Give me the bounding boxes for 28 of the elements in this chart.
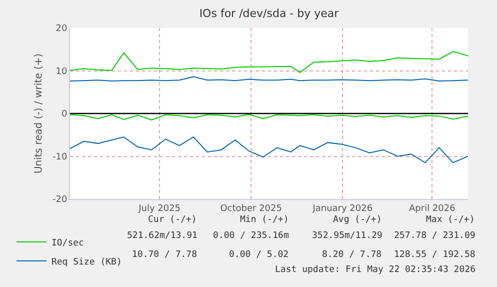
y-tick-label: -10 <box>52 152 68 162</box>
y-tick-label: 20 <box>56 24 68 34</box>
y-tick-label: -20 <box>52 195 68 206</box>
text: 521.62m/13.91 <box>127 231 198 241</box>
text: 0.00 / 5.02 <box>229 250 289 260</box>
line-series <box>70 51 468 73</box>
text: Max (-/+) <box>426 215 475 225</box>
legend-label: IO/sec <box>51 238 84 248</box>
text: 0.00 / 235.16m <box>213 231 289 241</box>
line-series <box>70 136 468 164</box>
text: 352.95m/11.29 <box>312 231 382 241</box>
text: 10.70 / 7.78 <box>132 250 198 260</box>
x-tick-label: April 2026 <box>409 204 456 214</box>
text: Avg (-/+) <box>333 215 382 225</box>
text: Min (-/+) <box>240 215 289 225</box>
text: 8.20 / 7.78 <box>322 250 382 260</box>
x-tick-label: January 2026 <box>312 204 373 214</box>
y-axis-title: Units read (-) / write (+) <box>33 53 44 174</box>
text: 128.55 / 192.58 <box>394 250 476 260</box>
x-tick-label: October 2025 <box>220 204 282 214</box>
text: Last update: Fri May 22 02:35:43 2026 <box>275 265 476 275</box>
x-tick-label: July 2025 <box>138 204 181 214</box>
y-tick-label: 0 <box>61 110 68 120</box>
text: Cur (-/+) <box>148 215 197 225</box>
chart-title: IOs for /dev/sda - by year <box>199 6 340 20</box>
legend-label: Req Size (KB) <box>51 257 122 268</box>
text: 257.78 / 231.09 <box>394 231 476 241</box>
y-tick-label: 10 <box>56 66 68 77</box>
